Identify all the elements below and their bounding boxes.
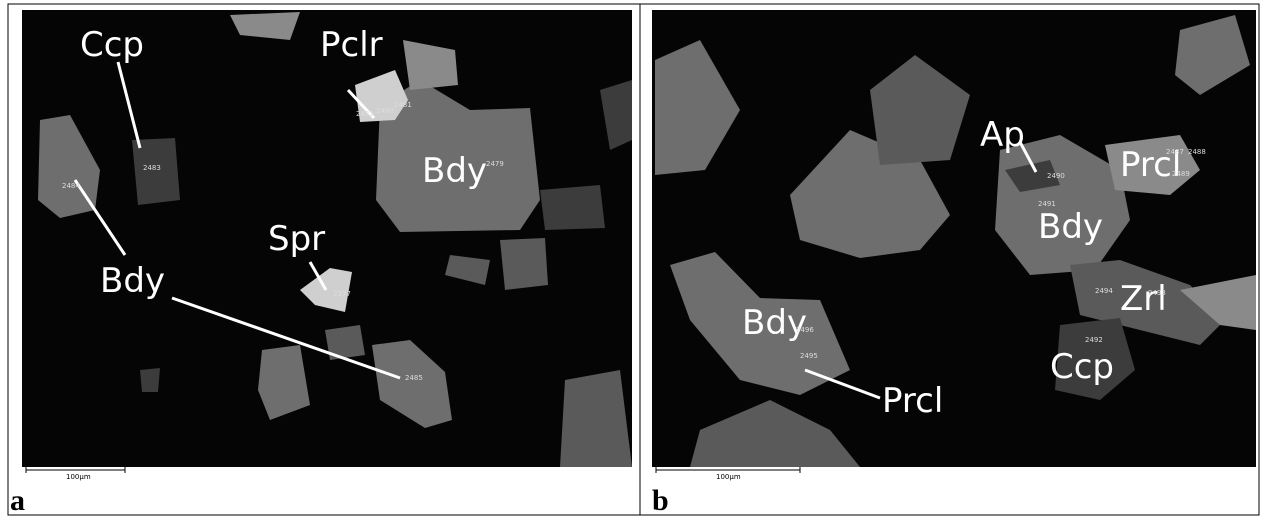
point-label: 2494 (1095, 287, 1113, 295)
scale-bar-label: 100μm (716, 473, 741, 481)
mineral-label: Spr (268, 219, 325, 259)
point-label: 2490 (1047, 172, 1065, 180)
mineral-label: Zrl (1120, 279, 1167, 319)
mineral-label: Ccp (80, 25, 144, 65)
point-label: 2377 (333, 290, 351, 298)
point-label: 2488 (1188, 148, 1206, 156)
mineral-label: Bdy (100, 261, 165, 301)
mineral-label: Ap (980, 115, 1025, 155)
point-label: 2495 (800, 352, 818, 360)
panel-letter: b (652, 484, 669, 517)
mineral-label: Pclr (320, 25, 383, 65)
scale-bar-label: 100μm (66, 473, 91, 481)
point-label: 2485 (405, 374, 423, 382)
point-label: 2481 (394, 101, 412, 109)
point-label: 2484 (62, 182, 80, 190)
point-label: 2492 (1085, 336, 1103, 344)
point-label: 2479 (486, 160, 504, 168)
point-label: 2480 (376, 107, 394, 115)
point-label: 2491 (1038, 200, 1056, 208)
point-label: 2487 (1166, 148, 1184, 156)
mineral-label: Bdy (422, 151, 487, 191)
panel-letter: a (10, 484, 25, 517)
point-label: 2493 (1148, 289, 1166, 297)
mineral-label: Prcl (882, 381, 943, 421)
point-label: 2489 (1172, 170, 1190, 178)
point-label: 2496 (796, 326, 814, 334)
mineral-label: Bdy (742, 303, 807, 343)
panel-b-image (652, 10, 1256, 467)
mineral-label: Bdy (1038, 207, 1103, 247)
mineral-label: Ccp (1050, 347, 1114, 387)
point-label: 2483 (143, 164, 161, 172)
figure: Ccp Pclr Bdy Spr Bdy 2483 2484 2480 2481… (0, 0, 1264, 519)
point-label: 2482 (356, 110, 374, 118)
